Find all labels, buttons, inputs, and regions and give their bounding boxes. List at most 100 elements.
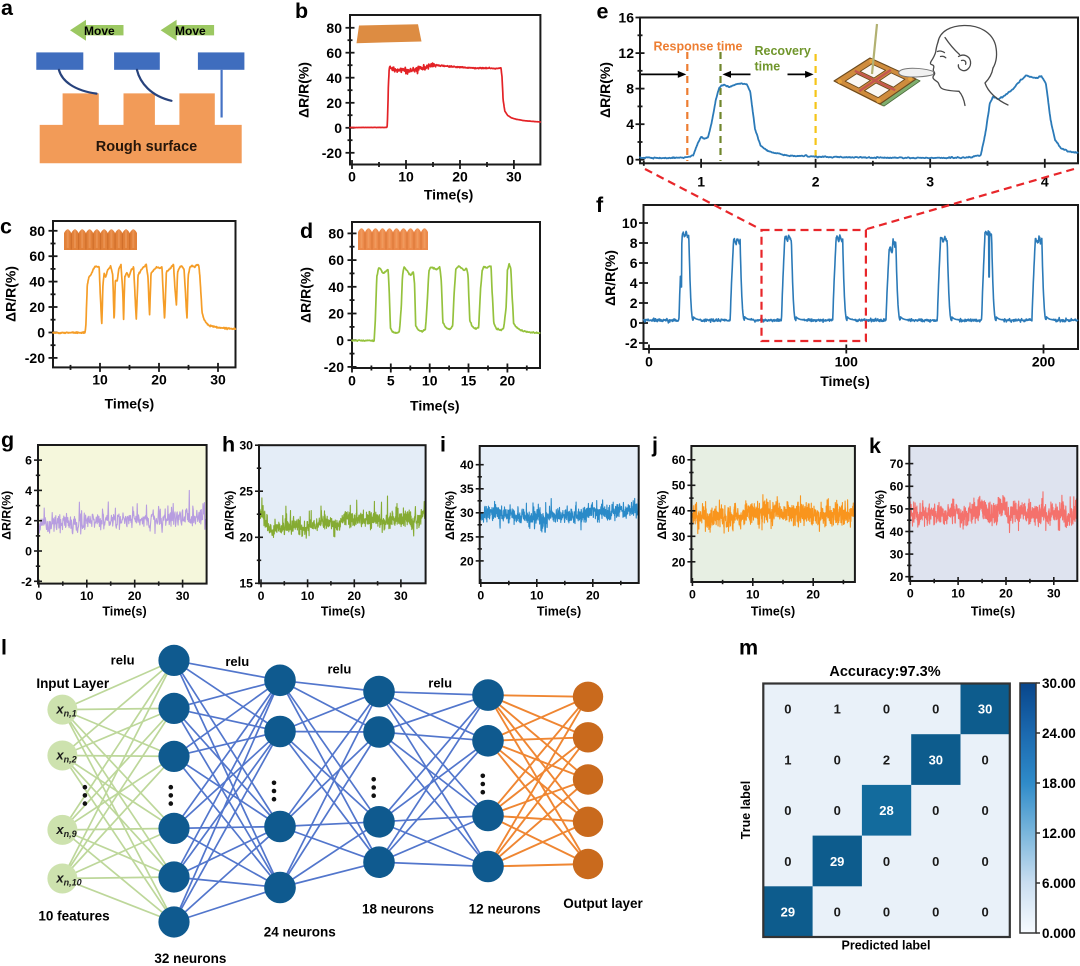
svg-text:0: 0	[834, 803, 841, 818]
svg-text:ΔR/R(%): ΔR/R(%)	[655, 490, 669, 539]
svg-text:Response time: Response time	[654, 40, 743, 54]
svg-text:ΔR/R(%): ΔR/R(%)	[0, 491, 14, 540]
svg-text:32 neurons: 32 neurons	[154, 951, 226, 966]
svg-text:12: 12	[618, 45, 634, 61]
svg-text:30: 30	[672, 530, 686, 544]
svg-text:30: 30	[210, 371, 226, 387]
svg-text:Time(s): Time(s)	[410, 398, 460, 414]
svg-text:6.000: 6.000	[1042, 876, 1076, 891]
svg-text:20: 20	[806, 588, 820, 602]
svg-text:0: 0	[981, 752, 988, 767]
svg-text:10: 10	[301, 589, 315, 603]
svg-text:-2: -2	[21, 575, 32, 589]
svg-text:20: 20	[128, 589, 142, 603]
svg-text:100: 100	[835, 354, 859, 370]
svg-text:8: 8	[630, 235, 638, 251]
svg-text:35: 35	[460, 482, 474, 496]
svg-text:2: 2	[630, 295, 638, 311]
svg-text:1: 1	[834, 702, 841, 717]
svg-text:c: c	[0, 215, 12, 239]
svg-text:0: 0	[784, 854, 791, 869]
svg-text:0: 0	[334, 120, 342, 136]
svg-text:0: 0	[932, 803, 939, 818]
svg-text:80: 80	[326, 20, 342, 36]
svg-text:25: 25	[239, 485, 253, 499]
svg-text:28: 28	[879, 803, 893, 818]
svg-text:0: 0	[834, 904, 841, 919]
svg-text:0: 0	[981, 904, 988, 919]
svg-text:0: 0	[348, 169, 356, 185]
svg-text:30: 30	[978, 702, 992, 717]
svg-text:30: 30	[460, 506, 474, 520]
svg-text:0: 0	[883, 702, 890, 717]
svg-text:Move: Move	[175, 24, 206, 38]
svg-text:True label: True label	[739, 781, 753, 839]
svg-text:g: g	[1, 428, 14, 452]
svg-text:10: 10	[622, 215, 638, 231]
svg-text:0: 0	[981, 803, 988, 818]
svg-text:10: 10	[80, 589, 94, 603]
svg-text:Time(s): Time(s)	[971, 605, 1015, 619]
svg-text:Accuracy:97.3%: Accuracy:97.3%	[829, 664, 940, 680]
svg-text:30: 30	[890, 548, 904, 562]
svg-text:0: 0	[258, 589, 265, 603]
svg-text:Output layer: Output layer	[563, 896, 643, 911]
svg-text:i: i	[440, 433, 446, 457]
svg-text:l: l	[1, 636, 7, 660]
svg-text:Rough surface: Rough surface	[96, 139, 198, 155]
svg-text:Time(s): Time(s)	[321, 605, 365, 619]
svg-text:0: 0	[883, 854, 890, 869]
svg-text:ΔR/R(%): ΔR/R(%)	[2, 266, 18, 322]
svg-text:0.000: 0.000	[1042, 926, 1076, 941]
svg-text:ΔR/R(%): ΔR/R(%)	[222, 491, 236, 540]
svg-text:0: 0	[25, 545, 32, 559]
svg-text:29: 29	[781, 904, 795, 919]
svg-text:m: m	[739, 636, 758, 660]
svg-text:4: 4	[25, 484, 32, 498]
svg-text:15: 15	[461, 373, 477, 389]
svg-text:Input Layer: Input Layer	[36, 676, 110, 691]
svg-text:60: 60	[326, 45, 342, 61]
svg-text:10: 10	[746, 588, 760, 602]
svg-text:10: 10	[92, 371, 108, 387]
svg-text:50: 50	[890, 502, 904, 516]
svg-text:k: k	[869, 434, 881, 458]
svg-text:-20: -20	[25, 350, 45, 366]
svg-text:ΔR/R(%): ΔR/R(%)	[602, 250, 618, 306]
svg-text:18 neurons: 18 neurons	[362, 902, 434, 917]
svg-text:20: 20	[29, 299, 45, 315]
svg-text:30: 30	[176, 589, 190, 603]
svg-text:80: 80	[328, 225, 344, 241]
svg-text:0: 0	[645, 354, 653, 370]
svg-text:0: 0	[932, 702, 939, 717]
svg-text:50: 50	[672, 479, 686, 493]
svg-text:0: 0	[932, 904, 939, 919]
svg-text:0: 0	[348, 373, 356, 389]
svg-text:Time(s): Time(s)	[537, 605, 581, 619]
svg-text:0: 0	[932, 854, 939, 869]
svg-text:30: 30	[239, 439, 253, 453]
svg-text:30: 30	[394, 589, 408, 603]
svg-text:18.00: 18.00	[1042, 776, 1076, 791]
svg-text:10: 10	[530, 589, 544, 603]
svg-text:30.00: 30.00	[1042, 676, 1076, 691]
svg-text:Recovery: Recovery	[755, 44, 811, 58]
svg-text:40: 40	[890, 525, 904, 539]
svg-text:-2: -2	[625, 335, 638, 351]
svg-text:2: 2	[812, 173, 820, 189]
svg-text:24.00: 24.00	[1042, 726, 1076, 741]
svg-text:60: 60	[672, 453, 686, 467]
svg-text:20: 20	[890, 570, 904, 584]
svg-text:12 neurons: 12 neurons	[469, 902, 541, 917]
svg-text:20: 20	[239, 531, 253, 545]
svg-text:20: 20	[452, 169, 468, 185]
svg-text:25: 25	[460, 530, 474, 544]
svg-text:a: a	[1, 0, 14, 20]
svg-text:60: 60	[29, 248, 45, 264]
svg-text:20: 20	[460, 554, 474, 568]
svg-text:0: 0	[883, 904, 890, 919]
svg-text:Time(s): Time(s)	[102, 605, 146, 619]
svg-text:ΔR/R(%): ΔR/R(%)	[597, 62, 613, 118]
svg-text:ΔR/R(%): ΔR/R(%)	[873, 490, 887, 539]
svg-text:12.00: 12.00	[1042, 826, 1076, 841]
